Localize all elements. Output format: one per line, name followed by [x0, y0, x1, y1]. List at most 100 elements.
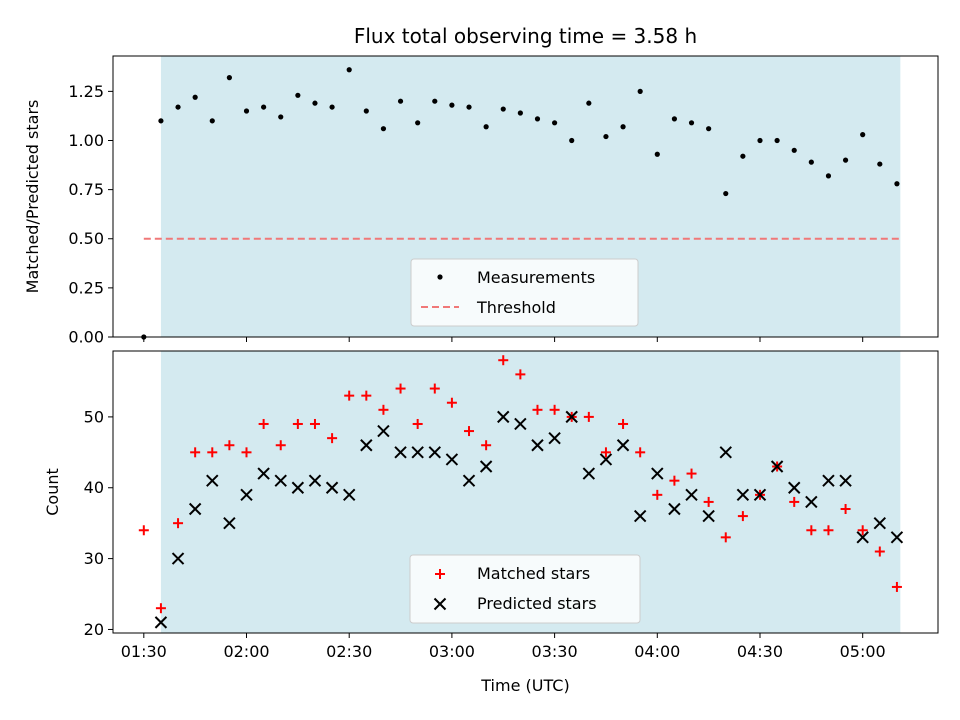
measurement-point [397, 98, 404, 104]
measurement-point [500, 106, 506, 112]
predicted-star-point [531, 439, 544, 452]
predicted-star-point [206, 474, 219, 487]
matched-star-point [481, 440, 492, 451]
legend-marker-measurements [437, 274, 443, 280]
chart-title: Flux total observing time = 3.58 h [354, 24, 697, 48]
y-tick-label: 50 [84, 407, 104, 426]
matched-star-point [344, 390, 355, 401]
matched-star-point [840, 504, 851, 515]
legend-x-marker [433, 597, 447, 611]
bottom-y-ticks: 20 30 40 50 [84, 407, 113, 639]
x-tick-label: 02:00 [223, 642, 269, 661]
matched-star-point [635, 447, 646, 458]
measurement-point [312, 100, 318, 106]
measurement-point [295, 92, 301, 98]
predicted-star-point [890, 531, 904, 544]
measurement-point [774, 137, 780, 144]
legend-label-predicted-stars: Predicted stars [477, 594, 597, 613]
top-chart-panel: 0.00 0.25 0.50 0.75 1.00 1.25 Flux total obse… [23, 24, 939, 347]
x-axis-label: Time (UTC) [480, 676, 569, 695]
matched-star-point [857, 525, 868, 536]
predicted-star-point [633, 509, 647, 523]
predicted-star-point [668, 502, 681, 516]
predicted-star-point [753, 488, 767, 502]
measurement-point [654, 151, 660, 157]
bottom-legend: Matched stars Predicted stars [409, 554, 641, 624]
predicted-star-point [445, 453, 459, 466]
top-legend: Measurements Threshold [410, 258, 639, 327]
matched-star-point [498, 355, 509, 366]
matched-star-point [292, 418, 303, 429]
measurement-point [894, 181, 900, 187]
top-x-ticks [143, 337, 864, 342]
measurement-point [569, 137, 575, 144]
top-y-axis-label: Matched/Predicted stars [23, 100, 42, 294]
measurement-point [671, 116, 678, 122]
matched-star-point [532, 404, 543, 415]
measurement-point [808, 159, 814, 165]
x-tick-label: 04:30 [737, 642, 783, 661]
matched-star-point [737, 511, 748, 522]
predicted-star-point [257, 467, 270, 480]
predicted-star-point [497, 410, 510, 424]
matched-star-point [874, 546, 885, 557]
predicted-star-point [565, 410, 578, 424]
measurement-point [192, 94, 198, 100]
measurement-point [483, 124, 489, 130]
matched-star-point [823, 525, 834, 536]
predicted-star-point [291, 481, 305, 494]
bottom-legend-box [409, 554, 641, 624]
measurements-layer [141, 67, 900, 340]
predicted-star-point [154, 616, 168, 629]
matched-star-point [515, 369, 526, 380]
measurement-point [175, 104, 181, 110]
predicted-star-point [223, 516, 236, 530]
matched-star-point [395, 383, 406, 394]
predicted-star-point [171, 552, 185, 565]
legend-marker-predicted-stars [433, 597, 447, 611]
top-axes-frame [112, 55, 939, 338]
predicted-star-point [462, 474, 476, 487]
top-y-ticks: 0.00 0.25 0.50 0.75 1.00 1.25 [68, 82, 113, 347]
predicted-star-point [394, 446, 407, 459]
matched-star-point [138, 525, 149, 536]
bottom-y-axis-label: Count [43, 468, 62, 516]
matched-star-point [275, 440, 286, 451]
predicted-star-point [240, 488, 253, 502]
matched-star-point [669, 475, 680, 486]
x-tick-label: 05:00 [840, 642, 886, 661]
matched-star-point [549, 404, 560, 415]
predicted-star-point [514, 417, 527, 431]
matched-star-point [686, 468, 697, 479]
matched-star-point [327, 433, 338, 444]
measurement-point [791, 147, 797, 153]
matched-star-point [789, 496, 800, 507]
predicted-star-point [822, 474, 835, 487]
x-tick-label: 02:30 [326, 642, 372, 661]
y-tick-label: 0.75 [68, 180, 104, 199]
x-tick-label: 03:00 [429, 642, 475, 661]
measurement-point [860, 132, 866, 138]
matched-stars-layer [138, 355, 902, 614]
measurement-point [723, 190, 729, 197]
measurement-point [688, 120, 695, 126]
x-tick-label: 04:00 [634, 642, 680, 661]
matched-star-point [309, 418, 320, 429]
matched-star-point [173, 518, 184, 529]
matched-star-point [155, 603, 166, 614]
legend-label-measurements: Measurements [477, 268, 595, 287]
predicted-star-point [685, 488, 698, 502]
predicted-star-point [736, 488, 750, 502]
predicted-star-point [308, 474, 322, 487]
measurement-point [261, 104, 267, 110]
predicted-star-point [856, 531, 869, 544]
matched-star-point [583, 411, 594, 422]
measurement-point [363, 108, 369, 114]
measurement-point [534, 116, 541, 122]
measurement-point [757, 137, 763, 144]
matched-star-point [378, 404, 389, 415]
matched-star-point [224, 440, 235, 451]
predicted-star-point [411, 446, 424, 459]
predicted-star-point [360, 439, 373, 452]
